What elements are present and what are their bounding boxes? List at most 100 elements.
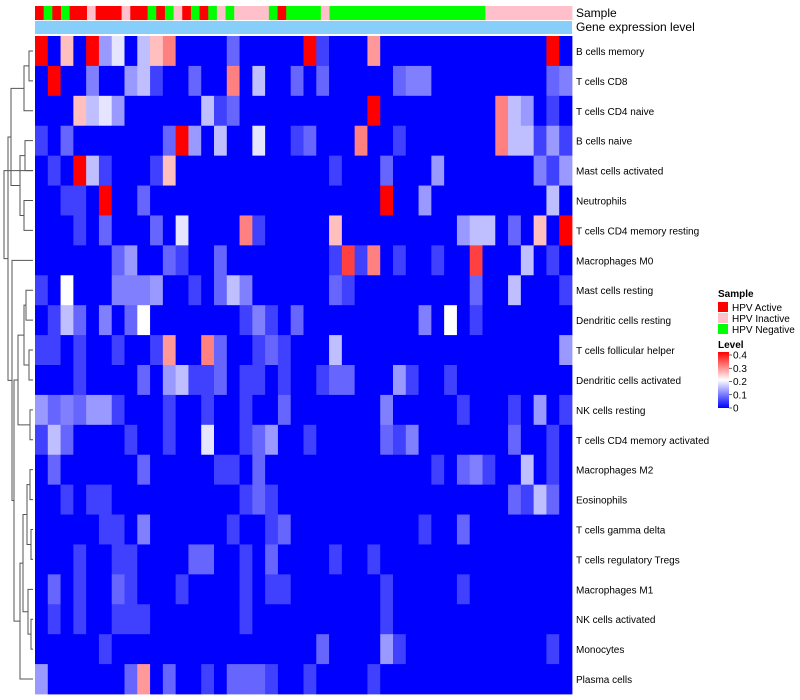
heatmap-cell xyxy=(482,604,496,635)
heatmap-cell xyxy=(380,604,394,635)
heatmap-cell xyxy=(559,365,573,396)
heatmap-cell xyxy=(201,544,215,575)
heatmap-cell xyxy=(482,365,496,396)
heatmap-cell xyxy=(444,365,458,396)
sample-annotation-cell xyxy=(242,6,252,20)
sample-annotation-cell xyxy=(520,6,530,20)
legend-group-label: HPV Negative xyxy=(732,325,795,336)
heatmap-cell xyxy=(469,664,483,695)
heatmap-cell xyxy=(226,365,240,396)
heatmap-cell xyxy=(316,394,330,426)
heatmap-cell xyxy=(111,65,125,97)
heatmap-cell xyxy=(303,454,317,486)
heatmap-cell xyxy=(329,484,343,515)
heatmap-cell xyxy=(60,544,74,575)
heatmap-cell xyxy=(162,305,177,336)
heatmap-cell xyxy=(137,305,151,336)
heatmap-cell xyxy=(111,185,125,216)
heatmap-cell xyxy=(482,634,496,665)
heatmap-cell xyxy=(303,424,317,456)
heatmap-cell xyxy=(546,604,560,635)
heatmap-cell xyxy=(290,424,304,456)
heatmap-cell xyxy=(444,335,458,366)
heatmap-cell xyxy=(495,634,509,665)
heatmap-cell xyxy=(162,36,177,67)
heatmap-cell xyxy=(35,335,49,366)
heatmap-cell xyxy=(520,36,535,67)
heatmap-cell xyxy=(508,544,522,575)
heatmap-cell xyxy=(341,514,356,545)
heatmap-cell xyxy=(367,394,381,426)
heatmap-cell xyxy=(469,514,483,545)
heatmap-cell xyxy=(508,95,522,127)
sample-annotation-cell xyxy=(554,6,564,20)
heatmap-cell xyxy=(239,634,253,665)
heatmap-cell xyxy=(252,36,266,67)
heatmap-cell xyxy=(533,604,547,635)
heatmap-cell xyxy=(214,245,228,276)
heatmap-cell xyxy=(303,215,317,246)
heatmap-cell xyxy=(214,335,228,366)
heatmap-cell xyxy=(73,604,87,635)
heatmap-cell xyxy=(341,65,356,97)
heatmap-cell xyxy=(277,394,292,426)
heatmap-cell xyxy=(482,305,496,336)
heatmap-cell xyxy=(150,305,164,336)
heatmap-cell xyxy=(418,245,432,276)
heatmap-cell xyxy=(124,215,138,246)
heatmap-cell xyxy=(214,664,228,695)
heatmap-cell xyxy=(98,424,113,456)
heatmap-cell xyxy=(546,215,560,246)
heatmap-cell xyxy=(111,215,125,246)
heatmap-cell xyxy=(405,335,419,366)
heatmap-cell xyxy=(456,36,471,67)
sample-annotation-cell xyxy=(112,6,123,20)
heatmap-cell xyxy=(162,65,177,97)
heatmap-cell xyxy=(35,36,49,67)
heatmap-cell xyxy=(316,185,330,216)
heatmap-cell xyxy=(393,36,407,67)
heatmap-cell xyxy=(341,454,356,486)
heatmap-cell xyxy=(35,305,49,336)
sample-annotation-cell xyxy=(442,6,452,20)
heatmap-cell xyxy=(533,125,547,157)
heatmap-cell xyxy=(175,275,189,306)
heatmap-cell xyxy=(393,365,407,396)
heatmap-cell xyxy=(559,125,573,157)
heatmap-cell xyxy=(559,215,573,246)
heatmap-cell xyxy=(252,454,266,486)
heatmap-cell xyxy=(60,275,74,306)
heatmap-cell xyxy=(150,245,164,276)
heatmap-cell xyxy=(367,275,381,306)
heatmap-cell xyxy=(188,484,202,515)
heatmap-cell xyxy=(393,604,407,635)
heatmap-cell xyxy=(456,215,471,246)
heatmap-cell xyxy=(482,335,496,366)
heatmap-cell xyxy=(393,155,407,186)
heatmap-cell xyxy=(124,544,138,575)
heatmap-cell xyxy=(354,634,368,665)
heatmap-cell xyxy=(124,664,138,695)
heatmap-cell xyxy=(444,604,458,635)
heatmap-cell xyxy=(341,155,356,186)
heatmap-cell xyxy=(508,125,522,157)
heatmap-cell xyxy=(520,65,535,97)
heatmap-cell xyxy=(47,185,61,216)
heatmap-cell xyxy=(239,95,253,127)
heatmap-cell xyxy=(380,275,394,306)
heatmap-cell xyxy=(431,664,445,695)
heatmap-cell xyxy=(124,305,138,336)
heatmap-cell xyxy=(431,514,445,545)
heatmap-cell xyxy=(137,36,151,67)
heatmap-cell xyxy=(456,664,471,695)
heatmap-cell xyxy=(73,155,87,186)
heatmap-cell xyxy=(405,484,419,515)
heatmap-cell xyxy=(559,335,573,366)
heatmap-cell xyxy=(73,574,87,605)
heatmap-cell xyxy=(239,365,253,396)
heatmap-cell xyxy=(405,305,419,336)
heatmap-cell xyxy=(444,484,458,515)
heatmap-cell xyxy=(175,245,189,276)
heatmap-cell xyxy=(277,514,292,545)
heatmap-cell xyxy=(150,394,164,426)
